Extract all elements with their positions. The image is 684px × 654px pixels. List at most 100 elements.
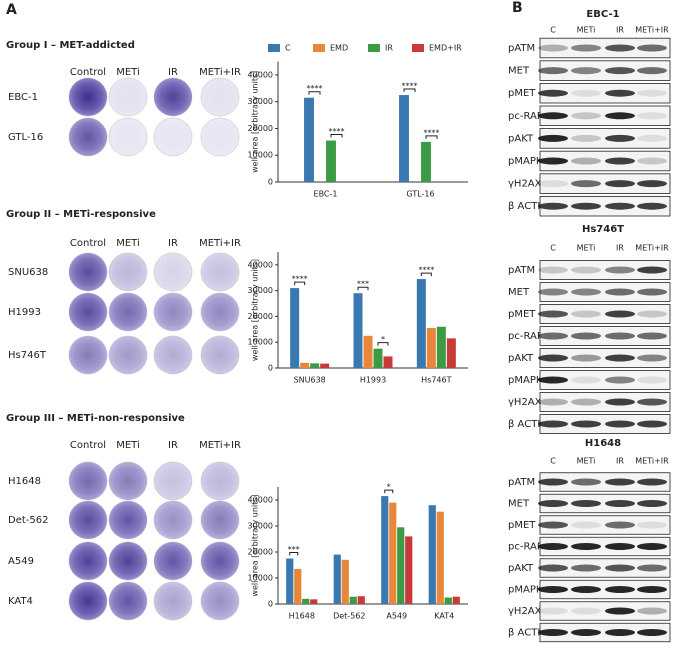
legend-swatch: [412, 44, 424, 52]
bar: [363, 335, 373, 368]
y-tick-label: 10000: [248, 574, 273, 583]
well-stain: [109, 462, 147, 500]
band: [538, 134, 568, 142]
significance-bracket: [308, 91, 321, 95]
well-stain: [154, 253, 192, 291]
well-stain: [69, 582, 107, 620]
significance-label: *: [381, 335, 385, 344]
band: [571, 354, 601, 362]
y-tick-label: 0: [268, 364, 273, 373]
panel-label: B: [512, 0, 523, 16]
well-stain: [201, 253, 239, 291]
well-stain: [109, 542, 147, 580]
bar: [302, 598, 310, 604]
band: [605, 266, 635, 274]
well-stain: [69, 253, 107, 291]
band: [538, 521, 568, 529]
significance-bracket: [384, 489, 394, 494]
bar: [326, 140, 336, 182]
band: [538, 266, 568, 274]
protein-label: γH2AX: [508, 179, 542, 190]
band: [538, 44, 568, 52]
legend-swatch: [368, 44, 380, 52]
bar: [357, 596, 365, 604]
legend-label: IR: [385, 44, 393, 53]
band: [605, 564, 635, 572]
band: [637, 478, 667, 486]
bar: [436, 511, 444, 604]
band: [571, 564, 601, 572]
band: [605, 543, 635, 550]
protein-label: pATM: [508, 43, 535, 54]
lane-label: IR: [616, 457, 624, 466]
significance-bracket: [377, 342, 389, 346]
band: [605, 376, 635, 384]
well-stain: [201, 118, 239, 156]
well-stain: [201, 462, 239, 500]
band: [571, 134, 601, 142]
band: [637, 266, 667, 274]
column-label: IR: [168, 440, 178, 451]
row-label: GTL-16: [8, 132, 43, 143]
blot-title: H1648: [585, 438, 621, 449]
column-label: Control: [70, 440, 106, 451]
well-stain: [201, 582, 239, 620]
band: [637, 44, 667, 52]
protein-label: pMAPK: [508, 585, 543, 596]
band: [605, 521, 635, 529]
band: [538, 157, 568, 165]
protein-label: pATM: [508, 477, 535, 488]
band: [637, 288, 667, 296]
band: [637, 310, 667, 318]
significance-label: ***: [357, 280, 369, 289]
significance-bracket: [420, 272, 432, 277]
row-label: Hs746T: [8, 350, 47, 361]
significance-label: ****: [402, 82, 418, 91]
column-label: METi: [116, 440, 140, 451]
band: [605, 398, 635, 406]
well-stain: [201, 542, 239, 580]
band: [538, 500, 568, 507]
band: [571, 202, 601, 210]
significance-bracket: [289, 552, 299, 556]
bar: [349, 596, 357, 604]
significance-bracket: [357, 286, 369, 291]
band: [538, 112, 568, 120]
significance-label: ****: [329, 127, 345, 136]
well-stain: [154, 542, 192, 580]
band: [605, 288, 635, 296]
band: [605, 44, 635, 52]
band: [571, 332, 601, 340]
x-tick-label: Det-562: [333, 612, 365, 621]
row-label: KAT4: [8, 596, 33, 607]
band: [637, 629, 667, 636]
bar: [399, 95, 409, 182]
band: [571, 288, 601, 296]
band: [538, 89, 568, 97]
band: [637, 157, 667, 165]
band: [538, 543, 568, 550]
band: [571, 500, 601, 507]
lane-label: IR: [616, 26, 624, 35]
significance-bracket: [403, 88, 416, 93]
band: [605, 202, 635, 210]
column-label: METi+IR: [199, 67, 241, 78]
band: [637, 521, 667, 529]
significance-bracket: [425, 135, 438, 139]
band: [637, 500, 667, 507]
protein-label: β ACTIN: [508, 628, 548, 639]
x-tick-label: H1993: [360, 376, 386, 385]
band: [637, 134, 667, 142]
band: [538, 607, 568, 615]
well-stain: [69, 542, 107, 580]
bar: [381, 496, 389, 604]
band: [605, 420, 635, 428]
bar: [428, 505, 436, 604]
row-label: H1993: [8, 307, 41, 318]
protein-label: pc-RAF: [508, 542, 543, 553]
protein-label: pMET: [508, 309, 536, 320]
protein-label: pMET: [508, 520, 536, 531]
well-stain: [201, 293, 239, 331]
bar: [294, 568, 302, 604]
band: [605, 310, 635, 318]
